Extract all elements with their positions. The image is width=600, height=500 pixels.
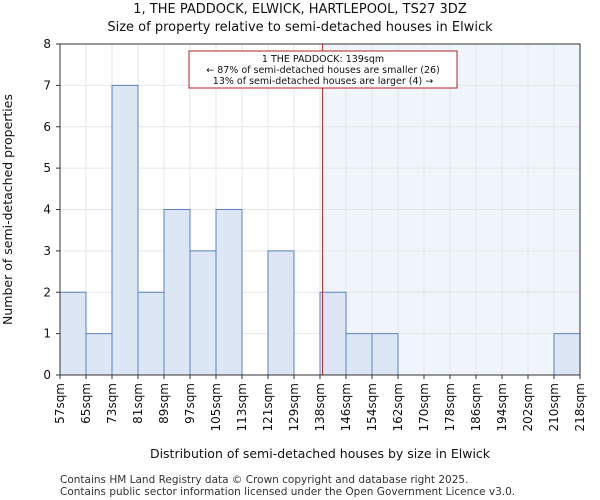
footer-line-2: Contains public sector information licen… (60, 486, 516, 498)
x-tick-label: 97sqm (183, 383, 197, 424)
bar-105sqm (215, 209, 243, 376)
x-tick-label: 73sqm (105, 383, 119, 424)
bar-89sqm (163, 209, 191, 376)
y-tick-label: 4 (43, 203, 51, 217)
x-tick-label: 146sqm (339, 383, 353, 431)
x-tick-label: 105sqm (209, 383, 223, 431)
annotation-box: 1 THE PADDOCK: 139sqm ← 87% of semi-deta… (188, 50, 458, 89)
chart-title: 1, THE PADDOCK, ELWICK, HARTLEPOOL, TS27… (133, 2, 467, 17)
y-tick-label: 1 (43, 327, 51, 341)
bar-146sqm (345, 333, 373, 376)
bar-73sqm (111, 84, 139, 376)
x-tick-label: 218sqm (573, 383, 587, 431)
x-tick-label: 186sqm (469, 383, 483, 431)
footer-line-1: Contains HM Land Registry data © Crown c… (60, 474, 469, 486)
x-tick-label: 65sqm (79, 383, 93, 424)
y-tick-label: 8 (43, 37, 51, 51)
annotation-line-3: 13% of semi-detached houses are larger (… (213, 76, 433, 87)
bar-138sqm (319, 291, 347, 376)
annotation-line-2: ← 87% of semi-detached houses are smalle… (206, 65, 440, 76)
bar-210sqm (553, 333, 581, 376)
x-tick-label: 154sqm (365, 383, 379, 431)
x-tick-label: 178sqm (443, 383, 457, 431)
y-tick-label: 3 (43, 244, 51, 258)
x-tick-label: 138sqm (313, 383, 327, 431)
x-axis-ticks: 57sqm 65sqm 73sqm 81sqm 89sqm 97sqm 105sqm 113s… (53, 375, 587, 431)
x-tick-label: 162sqm (391, 383, 405, 431)
x-tick-label: 129sqm (287, 383, 301, 431)
y-tick-label: 5 (43, 161, 51, 175)
x-tick-label: 170sqm (417, 383, 431, 431)
x-tick-label: 113sqm (235, 383, 249, 431)
x-tick-label: 202sqm (521, 383, 535, 431)
bar-57sqm (59, 291, 87, 376)
annotation-frame (188, 50, 458, 89)
bar-121sqm (267, 250, 295, 376)
x-tick-label: 210sqm (547, 383, 561, 431)
y-axis-label: Number of semi-detached properties (0, 94, 15, 325)
chart-subtitle: Size of property relative to semi-detach… (107, 20, 493, 35)
x-tick-label: 89sqm (157, 383, 171, 424)
y-tick-label: 6 (43, 120, 51, 134)
bar-97sqm (189, 250, 217, 376)
x-tick-label: 57sqm (53, 383, 67, 424)
x-tick-label: 81sqm (131, 383, 145, 424)
bar-65sqm (85, 333, 113, 376)
x-axis-label: Distribution of semi-detached houses by … (150, 446, 491, 461)
x-tick-label: 121sqm (261, 383, 275, 431)
bar-81sqm (137, 291, 165, 376)
y-axis-ticks: 0 1 2 3 4 5 6 7 8 (43, 37, 60, 382)
x-tick-label: 194sqm (495, 383, 509, 431)
bars (59, 84, 581, 376)
y-tick-label: 7 (43, 78, 51, 92)
bar-154sqm (371, 333, 399, 376)
y-tick-label: 0 (43, 368, 51, 382)
y-tick-label: 2 (43, 285, 51, 299)
annotation-line-1: 1 THE PADDOCK: 139sqm (262, 54, 384, 65)
